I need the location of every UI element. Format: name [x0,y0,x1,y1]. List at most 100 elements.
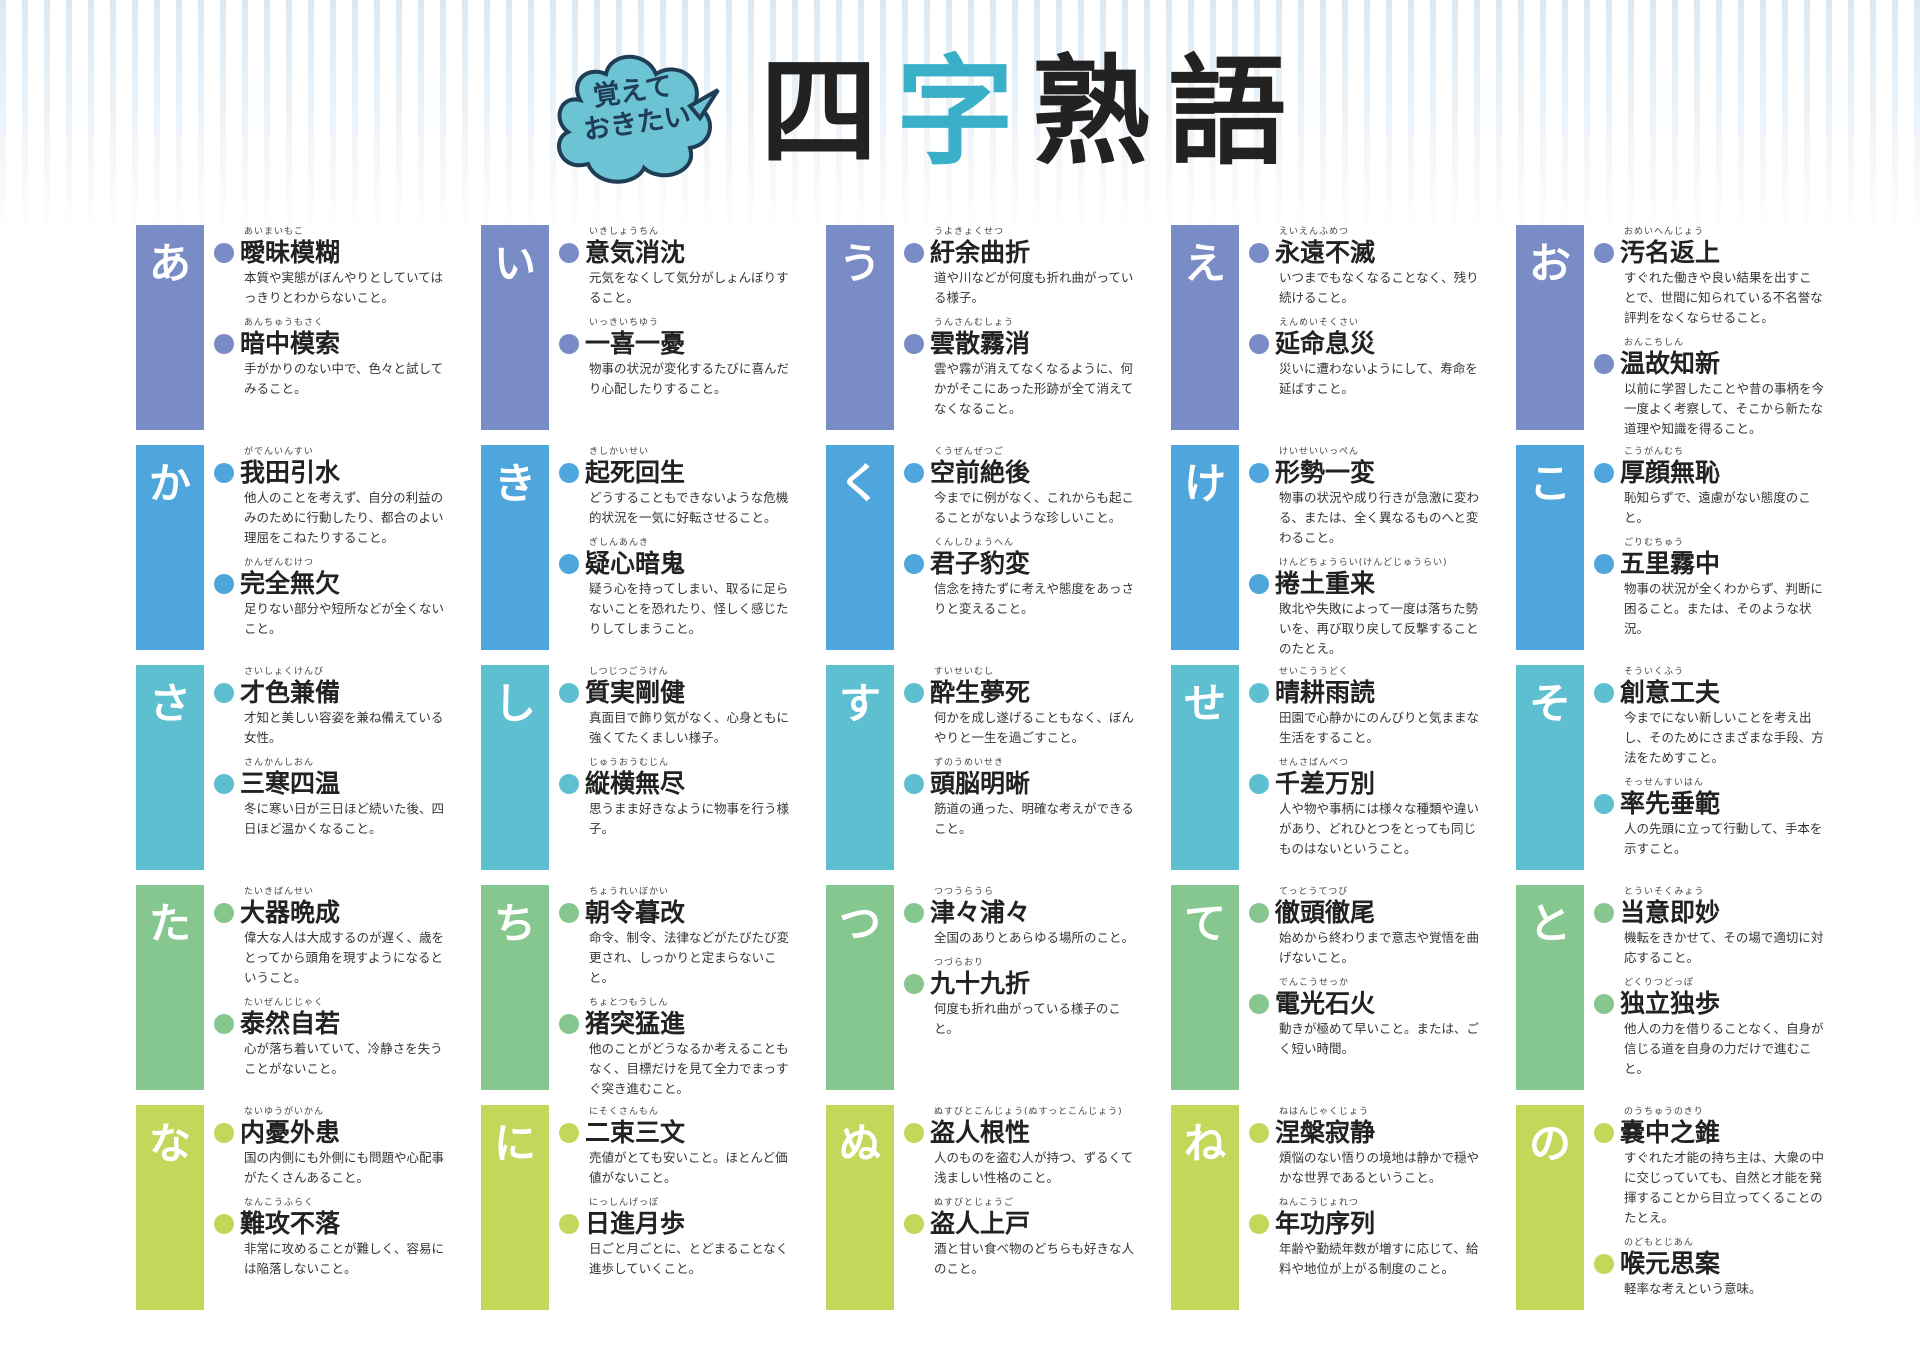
idiom-entry: せいこううどく 晴耕雨読 田園で心静かにのんびりと気ままな生活をすること。 [1249,667,1499,748]
kana-cell: ここうがんむち 厚顔無恥 恥知らずで、遠慮がない態度のこと。 ごりむちゅう 五里霧中 物事… [1516,445,1846,650]
idiom-word: 朝令暮改 [585,898,686,927]
idiom-reading: おめいへんじょう [1624,227,1705,237]
bullet-dot-icon [214,243,234,263]
kana-cell: ててっとうてつび 徹頭徹尾 始めから終わりまで意志や覚悟を曲げないこと。 でんこうせっ… [1171,885,1501,1090]
idiom-word: 質実剛健 [585,678,686,707]
idiom-word: 起死回生 [585,458,686,487]
idiom-entry: ぎしんあんき 疑心暗鬼 疑う心を持ってしまい、取るに足らないことを恐れたり、怪しく感… [559,538,809,639]
idiom-definition: 何かを成し遂げることもなく、ぼんやりと一生を過ごすこと。 [934,710,1135,745]
idiom-entry: たいぜんじじゃく 泰然自若 心が落ち着いていて、冷静さを失うことがないこと。 [214,998,464,1079]
idiom-word: 嚢中之錐 [1620,1118,1721,1147]
bullet-dot-icon [559,903,579,923]
bullet-dot-icon [904,774,924,794]
idiom-list: くうぜんぜつご 空前絶後 今までに例がなく、これからも起こることがないような珍しいこ… [904,447,1154,629]
bullet-dot-icon [559,683,579,703]
idiom-entry: おめいへんじょう 汚名返上すぐれた働きや良い結果を出すことで、世間に知られている不… [1594,227,1844,328]
kana-cell: ええいえんふめつ 永遠不滅 いつまでもなくなることなく、残り続けること。 えんめいそく… [1171,225,1501,430]
idiom-reading: がでんいんすい [244,447,314,457]
idiom-word: 縦横無尽 [585,769,686,798]
idiom-heading: 五里霧中 [1594,549,1844,579]
idiom-reading: ずのうめいせき [934,758,1005,768]
kana-cell: おおめいへんじょう 汚名返上 すぐれた働きや良い結果を出すことで、世間に知られている… [1516,225,1846,436]
idiom-word: 厚顔無恥 [1620,458,1721,487]
idiom-definition: 物事の状況や成り行きが急激に変わる、または、全く異なるものへと変わること。 [1279,490,1480,545]
idiom-reading: うんさんむしょう [934,318,1015,328]
idiom-list: えいえんふめつ 永遠不滅 いつまでもなくなることなく、残り続けること。 えんめいそくさ… [1249,227,1499,409]
kana-cell: ししつじつごうけん 質実剛健 真面目で飾り気がなく、心身ともに強くてたくましい様子。… [481,665,811,870]
idiom-heading: 盗人根性 [904,1118,1154,1148]
idiom-entry: ぬすびとこんじょう(ぬすっとこんじょう) 盗人根性 人のものを盗む人が持つ、ずるくて… [904,1107,1154,1188]
idiom-entry: のうちゅうのきり 嚢中之錐 すぐれた才能の持ち主は、大衆の中に交じっていても、自然と… [1594,1107,1844,1228]
idiom-word: 徹頭徹尾 [1275,898,1376,927]
idiom-heading: 泰然自若 [214,1009,464,1039]
idiom-reading: つづらおり [934,958,985,968]
idiom-word: 喉元思案 [1620,1249,1721,1278]
idiom-entry: うよきょくせつ 紆余曲折 道や川などが何度も折れ曲がっている様子。 [904,227,1154,308]
idiom-heading: 千差万別 [1249,769,1499,799]
idiom-heading: 三寒四温 [214,769,464,799]
idiom-entry: どくりつどっぽ 独立独歩 他人の力を借りることなく、自身が信じる道を自身の力だけで進… [1594,978,1844,1079]
title-char-4: 語 [1168,42,1305,181]
kana-cell: いいきしょうちん 意気消沈 元気をなくして気分がしょんぼりすること。 いっきいちゆう一… [481,225,811,430]
idiom-entry: あんちゅうもさく 暗中模索 手がかりのない中で、色々と試してみること。 [214,318,464,399]
idiom-reading: たいぜんじじゃく [244,998,325,1008]
idiom-heading: 率先垂範 [1594,789,1844,819]
kana-cell: くくうぜんぜつご 空前絶後 今までに例がなく、これからも起こることがないような珍しい… [826,445,1156,650]
bullet-dot-icon [214,1014,234,1034]
idiom-definition: 酒と甘い食べ物のどちらも好きな人のこと。 [934,1241,1135,1276]
idiom-definition: 売値がとても安いこと。ほとんど価値がないこと。 [589,1150,788,1185]
idiom-reading: ごりむちゅう [1624,538,1685,548]
title-char-3: 熟 [1032,42,1169,181]
bullet-dot-icon [559,774,579,794]
idiom-list: がでんいんすい 我田引水 他人のことを考えず、自分の利益のみのために行動したり、都合… [214,447,464,649]
idiom-heading: 猪突猛進 [559,1009,809,1039]
bullet-dot-icon [1594,683,1614,703]
idiom-word: 我田引水 [240,458,341,487]
idiom-reading: さんかんしおん [244,758,315,768]
idiom-word: 五里霧中 [1620,549,1721,578]
idiom-entry: てっとうてつび 徹頭徹尾 始めから終わりまで意志や覚悟を曲げないこと。 [1249,887,1499,968]
bullet-dot-icon [904,1214,924,1234]
idiom-word: 汚名返上 [1620,238,1721,267]
idiom-definition: 思うまま好きなように物事を行う様子。 [589,801,790,836]
idiom-heading: 君子豹変 [904,549,1154,579]
idiom-reading: どくりつどっぽ [1624,978,1694,988]
idiom-definition: 動きが極めて早いこと。または、ごく短い時間。 [1279,1021,1480,1056]
idiom-definition: 以前に学習したことや昔の事柄を今一度よく考察して、そこから新たな道理や知識を得る… [1624,381,1825,436]
idiom-definition: 煩悩のない悟りの境地は静かで穏やかな世界であるということ。 [1279,1150,1480,1185]
idiom-heading: 雲散霧消 [904,329,1154,359]
idiom-entry: こうがんむち 厚顔無恥 恥知らずで、遠慮がない態度のこと。 [1594,447,1844,528]
idiom-heading: 酔生夢死 [904,678,1154,708]
kana-cell: かがでんいんすい 我田引水 他人のことを考えず、自分の利益のみのために行動したり、都… [136,445,466,650]
kana-cell: たたいきばんせい 大器晩成 偉大な人は大成するのが遅く、歳をとってから頭角を現すよう… [136,885,466,1090]
idiom-definition: すぐれた働きや良い結果を出すことで、世間に知られている不名誉な評判をなくならせる… [1624,270,1823,325]
idiom-entry: いっきいちゆう 一喜一憂 物事の状況が変化するたびに喜んだり心配したりすること。 [559,318,809,399]
idiom-definition: 年齢や勤続年数が増すに応じて、給料や地位が上がる制度のこと。 [1279,1241,1479,1276]
kana-cell: なないゆうがいかん 内憂外患 国の内側にも外側にも問題や心配事がたくさんあること。な… [136,1105,466,1310]
idiom-entry: けんどちょうらい(けんどじゅうらい) 捲土重来 敗北や失敗によって一度は落ちた勢いを… [1249,558,1499,659]
kana-label: う [826,225,894,430]
idiom-heading: 創意工夫 [1594,678,1844,708]
idiom-word: 電光石火 [1275,989,1376,1018]
idiom-word: 才色兼備 [240,678,341,707]
idiom-heading: 一喜一憂 [559,329,809,359]
page-header: 覚えて おきたい 四字熟語 [0,0,1920,220]
idiom-entry: くうぜんぜつご 空前絶後 今までに例がなく、これからも起こることがないような珍しいこ… [904,447,1154,528]
idiom-definition: 機転をきかせて、その場で適切に対応すること。 [1624,930,1824,965]
idiom-list: きしかいせい 起死回生 どうすることもできないような危機的状況を一気に好転させること… [559,447,809,649]
idiom-entry: そういくふう 創意工夫 今までにない新しいことを考え出し、そのためにさまざまな手段、… [1594,667,1844,768]
bullet-dot-icon [1594,554,1614,574]
idiom-reading: でんこうせっか [1279,978,1350,988]
bullet-dot-icon [1249,334,1269,354]
idiom-word: 完全無欠 [240,569,341,598]
idiom-entry: にそくさんもん 二束三文 売値がとても安いこと。ほとんど価値がないこと。 [559,1107,809,1188]
idiom-reading: じゅうおうむじん [589,758,670,768]
bullet-dot-icon [1249,574,1269,594]
bullet-dot-icon [559,1014,579,1034]
idiom-reading: ぎしんあんき [589,538,650,548]
kana-label: あ [136,225,204,430]
kana-label: に [481,1105,549,1310]
bullet-dot-icon [214,334,234,354]
bullet-dot-icon [1249,994,1269,1014]
